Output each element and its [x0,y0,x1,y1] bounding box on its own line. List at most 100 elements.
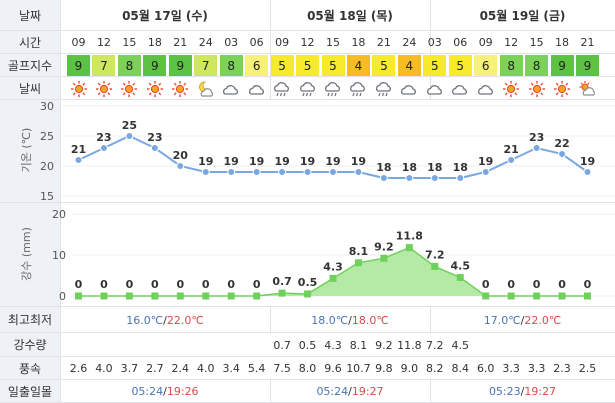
wind-speed-cell: 10.7 [346,362,371,375]
temperature-point [430,174,439,182]
row-label-weather: 날씨 [0,77,60,100]
rain-amount-cell [499,333,524,357]
golf-index-cell: 5 [372,55,396,76]
precipitation-value-label: 0 [533,278,541,291]
wind-speed-cell: 2.5 [578,362,597,375]
hour-cell: 06 [453,36,468,49]
divider [430,380,431,403]
wind-speed-cell: 8.0 [298,362,317,375]
golf-index-cell: 9 [550,55,574,76]
y-tick-label: 25 [40,130,54,143]
divider [0,76,615,77]
golf-index-cell: 9 [143,55,167,76]
temperature-value-label: 19 [325,155,340,168]
golf-index-cell: 4 [397,55,421,76]
rain-icon [321,77,346,100]
wind-speed-cell: 8.2 [426,362,444,375]
wind-speed-cell: 3.3 [502,362,520,375]
hour-cell: 18 [147,36,162,49]
temperature-point [379,174,388,182]
wind-speed-cell: 2.6 [69,362,88,375]
precipitation-point [253,292,261,300]
temperature-value-label: 19 [198,155,213,168]
day-header-2: 05월 18일 (목) [307,8,393,23]
temperature-point [99,144,108,152]
temperature-value-label: 18 [427,161,442,174]
temperature-value-label: 21 [71,143,86,156]
sun-icon [142,77,167,100]
cloudy-icon [473,77,498,100]
max-temp: 22.0℃ [524,313,562,327]
rain-amount-cell: 8.1 [349,338,368,352]
temperature-chart: 15 20 25 30 21 23 25 23 20 19 19 19 19 19 19 19 18 18 18 18… [40,100,615,203]
golf-index-cell: 8 [117,55,141,76]
precipitation-point [507,292,515,300]
cloudy-icon [244,77,269,100]
wind-speed-cell: 8.4 [451,362,470,375]
temperature-value-label: 18 [376,161,391,174]
precipitation-point [405,244,413,252]
golf-index-cell: 5 [448,55,472,76]
rain-amount-cell [66,333,91,357]
wind-speed-cell: 4.0 [197,362,215,375]
wind-speed-cell: 3.4 [222,362,240,375]
minmax-day3: 17.0℃/22.0℃ [430,307,615,333]
sun-separator: / [348,385,352,398]
rain-icon [295,77,320,100]
precipitation-value-label: 0 [253,278,261,291]
wind-speed-cell: 6.0 [476,362,495,375]
minmax-day2: 18.0℃/18.0℃ [270,307,430,333]
temperature-point [507,156,516,164]
precipitation-point [227,292,235,300]
hour-cell: 21 [173,36,188,49]
precipitation-value-label: 9.2 [374,240,394,253]
max-temp: 18.0℃ [351,313,389,327]
rain-amount-cell [244,333,269,357]
row-label-wind: 풍속 [0,357,60,380]
minmax-separator: / [520,313,525,327]
sun-day2: 05:24/19:27 [270,380,430,403]
hour-cell: 03 [427,36,442,49]
sun-day3: 05:23/19:27 [430,380,615,403]
rain-amount-cell [142,333,167,357]
golf-index-cell: 9 [168,55,192,76]
temperature-value-label: 21 [503,143,518,156]
precipitation-point [125,292,133,300]
sunset-time: 19:27 [524,385,557,398]
temperature-point [278,168,287,176]
precipitation-value-label: 0.5 [298,276,318,289]
temperature-point [150,144,159,152]
hour-cell: 12 [300,36,315,49]
temperature-value-label: 19 [300,155,315,168]
temperature-point [558,150,567,158]
temperature-point [583,168,592,176]
precipitation-value-label: 0 [126,278,134,291]
wind-speed-cell: 9.0 [400,362,419,375]
row-label-temp-chart [0,100,60,203]
minmax-separator: / [163,313,167,327]
divider [270,380,271,403]
rain-amount-cell [473,333,498,357]
sunset-time: 19:27 [351,385,384,398]
hour-cell: 09 [275,36,290,49]
golf-index-cell: 4 [346,55,370,76]
golf-index-cell: 8 [499,55,523,76]
hour-cell: 21 [580,36,595,49]
golf-index-cell: 8 [219,55,243,76]
cloudy-icon [448,77,473,100]
precipitation-point [151,292,159,300]
rain-amount-cell [524,333,549,357]
temperature-point [354,168,363,176]
precipitation-value-label: 0 [558,278,566,291]
y-tick-label: 30 [40,100,54,113]
divider [430,0,431,100]
precipitation-point [176,292,184,300]
golf-index-cell: 9 [67,55,90,76]
precipitation-value-label: 0 [176,278,184,291]
golf-index-cell: 5 [321,55,345,76]
precipitation-value-label: 7.2 [425,248,445,261]
row-label-sunrise-sunset: 일출일몰 [0,380,60,403]
min-temp: 18.0℃ [311,313,349,327]
temperature-value-label: 23 [147,131,162,144]
temperature-value-label: 19 [580,155,595,168]
